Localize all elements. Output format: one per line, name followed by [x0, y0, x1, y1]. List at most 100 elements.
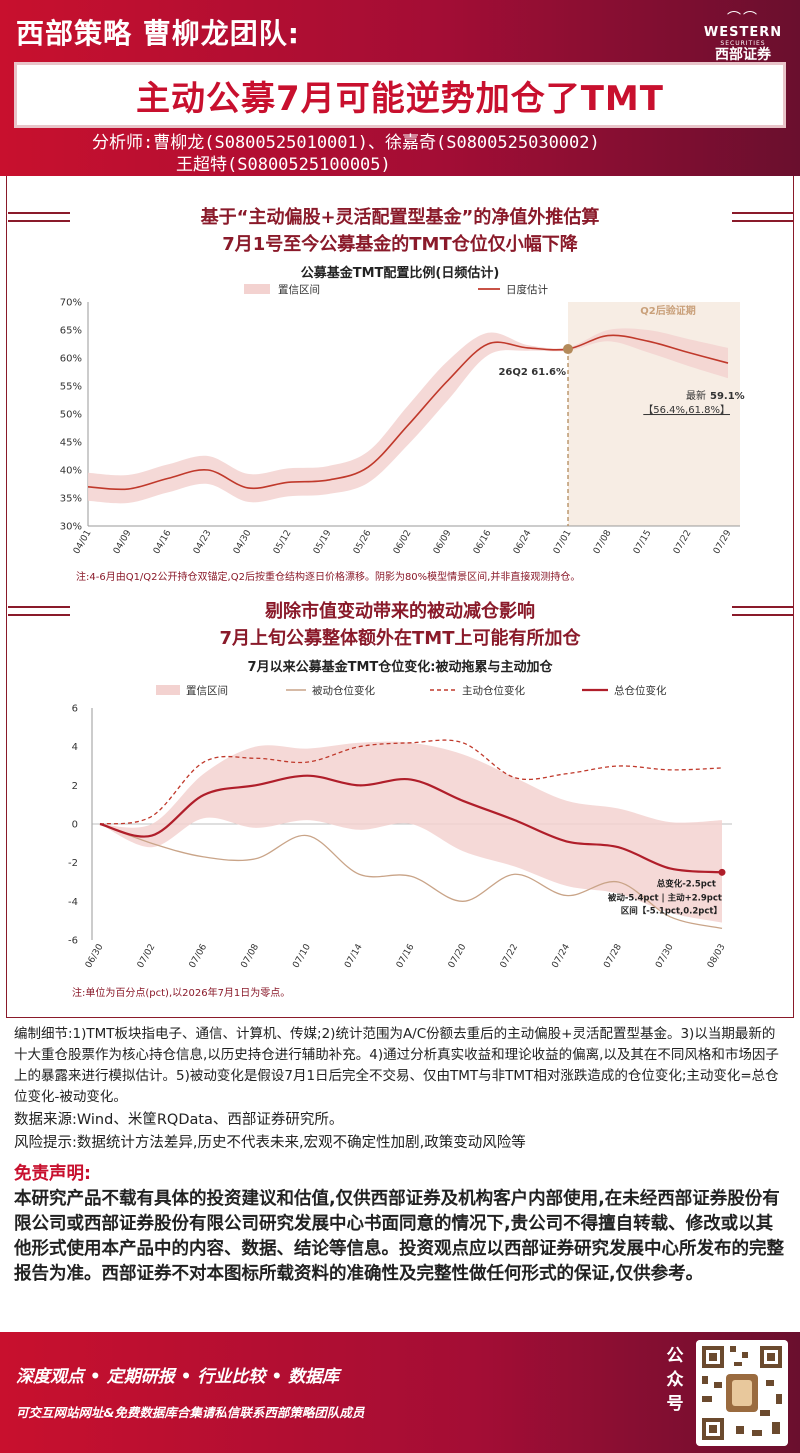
y-tick-label: 30%	[60, 522, 82, 533]
x-tick-label: 07/22	[672, 529, 694, 556]
footer-tagline: 深度观点 • 定期研报 • 行业比较 • 数据库	[16, 1367, 340, 1387]
x-tick-label: 05/26	[352, 528, 374, 556]
analysts-line2: 王超特(S0800525100005)	[176, 155, 391, 175]
legend-total-label: 总仓位变化	[614, 684, 667, 697]
header-banner: 西部策略 曹柳龙团队: ⌒⌒ WESTERN SECURITIES 西部证券 主…	[0, 0, 800, 176]
x-tick-label: 04/01	[72, 529, 94, 556]
y-tick-label: 4	[72, 742, 78, 753]
disclaimer-body: 本研究产品不载有具体的投资建议和估值,仅供西部证券及机构客户内部使用,在未经西部…	[14, 1189, 784, 1284]
y-tick-label: 65%	[60, 326, 82, 337]
legend-passive-label: 被动仓位变化	[312, 684, 375, 697]
analysts: 分析师:曹柳龙(S0800525010001)、徐嘉奇(S08005250300…	[92, 132, 600, 176]
main-title-box: 主动公募7月可能逆势加仓了TMT	[14, 62, 786, 128]
section1-title-line1: 基于“主动偏股+灵活配置型基金”的净值外推估算	[200, 207, 600, 228]
annotation-split: 被动-5.4pct | 主动+2.9pct	[608, 892, 722, 903]
x-tick-label: 05/12	[272, 529, 294, 556]
x-tick-label: 04/30	[232, 528, 254, 556]
y-tick-label: 2	[72, 781, 78, 792]
team-brand: 西部策略 曹柳龙团队:	[16, 17, 300, 50]
logo-cn: 西部证券	[715, 47, 771, 63]
section1-note: 注:4-6月由Q1/Q2公开持仓双锚定,Q2后按重仓结构逐日价格漂移。阴影为80…	[76, 572, 581, 583]
chart1-title: 公募基金TMT配置比例(日频估计)	[300, 266, 500, 281]
y-tick-label: 0	[72, 820, 78, 831]
y-tick-label: 6	[72, 704, 78, 715]
legend-band-swatch	[156, 685, 180, 695]
legend-band-swatch	[244, 284, 270, 294]
x-tick-label: 04/09	[112, 528, 134, 556]
x-tick-label: 07/20	[447, 942, 469, 970]
legend-band-label: 置信区间	[186, 684, 228, 697]
disclaimer-heading: 免责声明:	[14, 1164, 91, 1184]
latest-value: 59.1%	[710, 391, 745, 402]
x-tick-label: 07/30	[654, 942, 676, 970]
confidence-band	[88, 328, 728, 504]
section2-note: 注:单位为百分点(pct),以2026年7月1日为零点。	[72, 988, 291, 999]
y-tick-label: 45%	[60, 438, 82, 449]
x-tick-label: 06/02	[392, 529, 414, 556]
x-tick-label: 06/24	[512, 528, 534, 556]
chart1-svg: Q2后验证期 30% 35% 40% 45% 50% 55% 60% 65% 70% 04/01 04…	[60, 283, 745, 556]
x-tick-label: 06/09	[432, 528, 454, 556]
y-tick-label: 50%	[60, 410, 82, 421]
section1-title-line2: 7月1号至今公募基金的TMT仓位仅小幅下降	[222, 234, 578, 255]
company-logo: ⌒⌒ WESTERN SECURITIES 西部证券	[700, 11, 786, 63]
qr-code-icon[interactable]	[696, 1340, 788, 1446]
q2-marker	[563, 344, 573, 355]
chart2-svg: 6 4 2 0 -2 -4 -6 06/30 07/02 07/06 07/08 07/10 07/14…	[68, 684, 732, 970]
x-tick-label: 04/16	[152, 528, 174, 556]
x-tick-label: 07/28	[602, 942, 624, 970]
latest-prefix: 最新	[686, 389, 706, 402]
x-tick-label: 07/29	[712, 528, 734, 556]
chart2-title: 7月以来公募基金TMT仓位变化:被动拖累与主动加仓	[247, 660, 553, 675]
x-tick-label: 07/01	[552, 529, 574, 556]
disclaimer: 免责声明: 本研究产品不载有具体的投资建议和估值,仅供西部证券及机构客户内部使用…	[14, 1162, 786, 1287]
legend-active-label: 主动仓位变化	[462, 684, 525, 697]
x-tick-label: 05/19	[312, 528, 334, 556]
footer-contact: 可交互网站网址&免费数据库合集请私信联系西部策略团队成员	[16, 1405, 365, 1420]
section2-title-line1: 剔除市值变动带来的被动减仓影响	[265, 601, 535, 622]
annotation-total: 总变化-2.5pct	[657, 878, 716, 889]
x-tick-label: 04/23	[192, 529, 214, 556]
x-tick-label: 07/08	[239, 942, 261, 970]
confidence-band	[100, 741, 722, 923]
q2-annotation: 26Q2 61.6%	[498, 367, 566, 378]
x-tick-label: 06/30	[84, 942, 106, 970]
x-tick-label: 06/16	[472, 528, 494, 556]
analysts-line1: 分析师:曹柳龙(S0800525010001)、徐嘉奇(S08005250300…	[92, 133, 600, 153]
section2-title-line2: 7月上旬公募整体额外在TMT上可能有所加仓	[219, 628, 581, 649]
data-source: 数据来源:Wind、米筐RQData、西部证券研究所。	[14, 1112, 344, 1128]
compile-notes: 编制细节:1)TMT板块指电子、通信、计算机、传媒;2)统计范围为A/C份额去重…	[14, 1026, 779, 1105]
x-tick-label: 07/16	[395, 942, 417, 970]
y-tick-label: -6	[68, 936, 78, 947]
x-tick-label: 07/06	[188, 942, 210, 970]
logo-en: WESTERN	[703, 25, 783, 40]
annotation-range: 区间【-5.1pct,0.2pct】	[621, 905, 722, 916]
bull-horns-icon: ⌒⌒	[727, 11, 759, 27]
x-tick-label: 08/03	[706, 943, 728, 970]
legend-band-label: 置信区间	[278, 283, 320, 296]
wechat-label: 公众号	[666, 1346, 684, 1414]
y-tick-label: 60%	[60, 354, 82, 365]
y-tick-label: 55%	[60, 382, 82, 393]
y-tick-label: -4	[68, 897, 78, 908]
footer-banner: 深度观点 • 定期研报 • 行业比较 • 数据库 可交互网站网址&免费数据库合集…	[0, 1332, 800, 1453]
title-deco-right-2	[732, 606, 794, 616]
x-tick-label: 07/14	[343, 942, 365, 970]
x-tick-label: 07/24	[550, 942, 572, 970]
title-deco-right	[732, 212, 794, 222]
y-tick-label: 35%	[60, 494, 82, 505]
x-tick-label: 07/22	[499, 943, 521, 970]
x-tick-label: 07/08	[592, 528, 614, 556]
risk-note: 风险提示:数据统计方法差异,历史不代表未来,宏观不确定性加剧,政策变动风险等	[14, 1135, 526, 1151]
legend-line-label: 日度估计	[506, 283, 548, 296]
x-tick-label: 07/15	[632, 529, 654, 556]
title-deco-left-2	[8, 606, 70, 616]
latest-range: 【56.4%,61.8%】	[643, 404, 730, 416]
verification-period-label: Q2后验证期	[640, 304, 695, 317]
logo-sub: SECURITIES	[720, 40, 766, 47]
x-tick-label: 07/02	[136, 943, 158, 970]
main-title: 主动公募7月可能逆势加仓了TMT	[136, 78, 664, 119]
x-tick-label: 07/10	[291, 942, 313, 970]
total-end-marker	[718, 868, 726, 876]
y-tick-label: -2	[68, 858, 78, 869]
